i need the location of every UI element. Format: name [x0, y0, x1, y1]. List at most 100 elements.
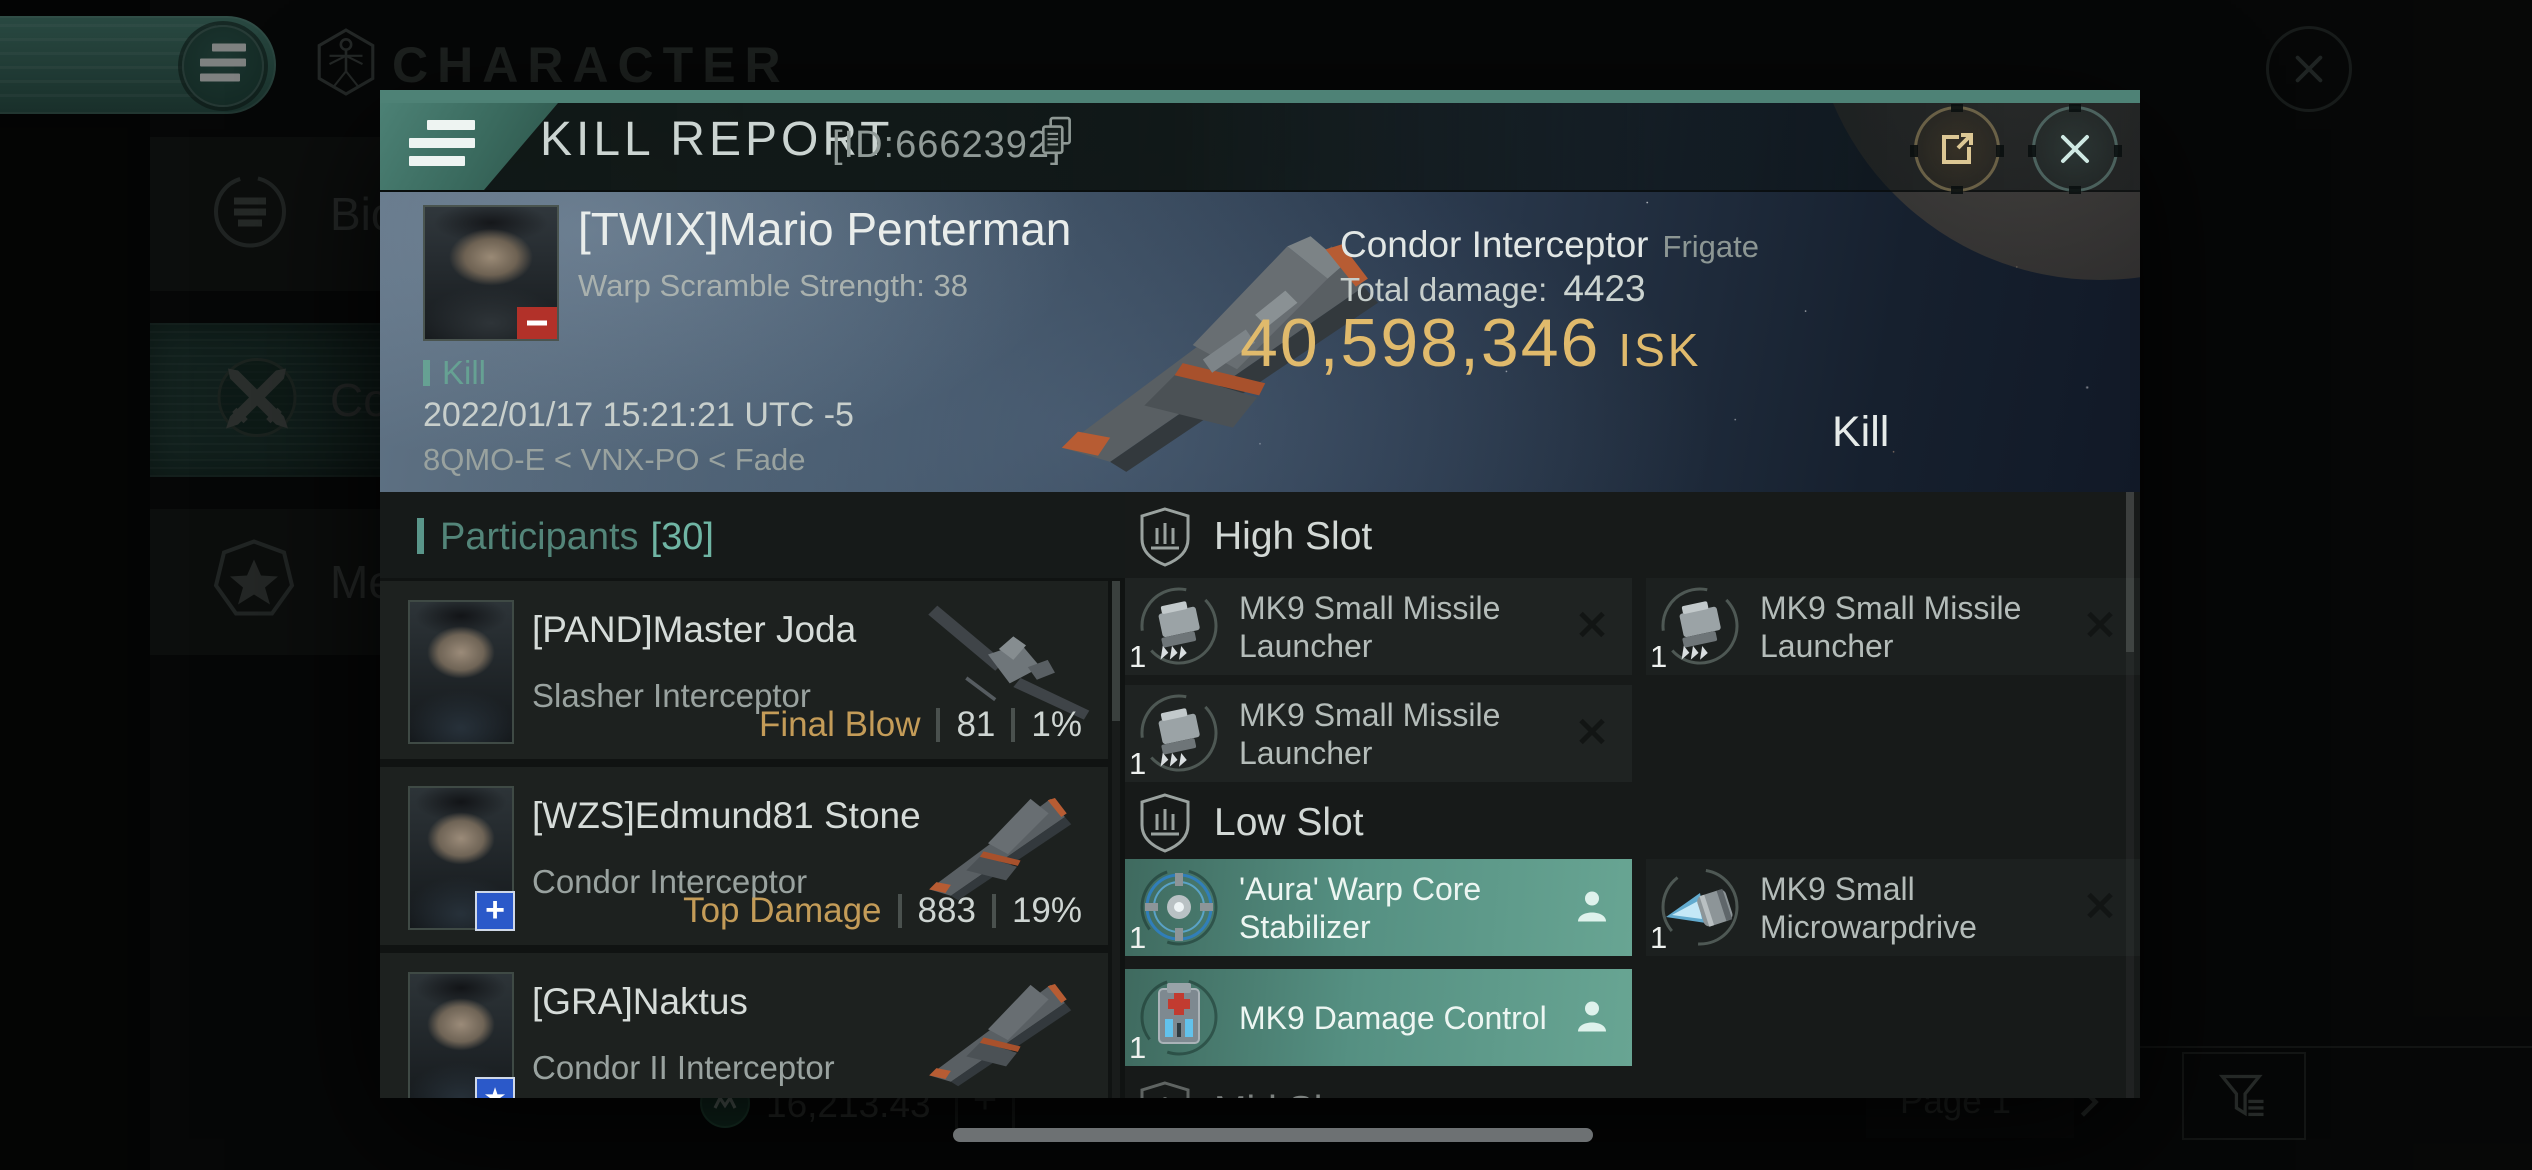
filter-button[interactable]	[2182, 1052, 2306, 1140]
crossed-swords-icon	[212, 353, 302, 448]
fitted-module-dropped[interactable]: 1 'Aura' Warp Core Stabilizer	[1125, 859, 1632, 956]
accent-bar	[417, 518, 424, 554]
participant-name: [WZS]Edmund81 Stone	[532, 795, 921, 836]
participant-name: [GRA]Naktus	[532, 981, 748, 1022]
module-name: MK9 Small Microwarpdrive	[1760, 870, 1977, 945]
victim-avatar[interactable]	[423, 205, 559, 341]
hamburger-icon	[409, 119, 475, 174]
fitted-module-dropped[interactable]: 1 MK9 Damage Control	[1125, 969, 1632, 1066]
participant-row[interactable]: + [WZS]Edmund81 Stone Condor Interceptor…	[380, 767, 1108, 945]
fitted-module[interactable]: 1 MK9 Small Missile Launcher	[1125, 578, 1632, 675]
ship-class: Frigate	[1662, 229, 1759, 264]
warp-scramble-strength: Warp Scramble Strength: 38	[578, 268, 968, 303]
remove-module-button[interactable]	[2084, 889, 2116, 926]
menu-button[interactable]	[182, 25, 264, 107]
damage-percent: 19%	[1011, 891, 1082, 930]
kill-report-modal: KILL REPORT [ID:6662392] [TWIX]Mario Pen…	[380, 90, 2140, 1098]
looter-person-icon[interactable]	[1574, 997, 1610, 1038]
kill-report-id: [ID:6662392]	[832, 124, 1062, 166]
ship-name: Condor Interceptor	[1340, 224, 1649, 265]
funnel-icon	[2218, 1074, 2264, 1117]
vitruvian-icon	[314, 28, 378, 101]
x-icon	[2087, 611, 2113, 637]
fitted-module[interactable]: 1 MK9 Small Missile Launcher	[1125, 685, 1632, 782]
warp-core-stabilizer-icon	[1137, 865, 1221, 949]
participant-avatar	[408, 600, 514, 744]
share-external-button[interactable]	[1910, 104, 2004, 194]
copy-id-button[interactable]	[1040, 116, 1074, 161]
participant-row[interactable]: ★ [GRA]Naktus Condor II Interceptor	[380, 953, 1108, 1098]
module-name: MK9 Small Missile Launcher	[1239, 696, 1501, 771]
participants-scrollbar[interactable]	[1112, 581, 1120, 1098]
home-indicator[interactable]	[953, 1128, 1593, 1142]
microwarpdrive-icon	[1658, 865, 1742, 949]
x-icon	[2087, 892, 2113, 918]
fitted-module[interactable]: 1 MK9 Small Missile Launcher	[1646, 578, 2140, 675]
damage-value: 81	[956, 705, 996, 744]
kill-timestamp: 2022/01/17 15:21:21 UTC -5	[423, 396, 854, 434]
fitting-scrollbar[interactable]	[2126, 492, 2134, 1098]
modal-header	[380, 103, 2140, 192]
close-icon	[2061, 135, 2089, 163]
looter-person-icon[interactable]	[1574, 887, 1610, 928]
copy-icon	[1041, 116, 1071, 155]
participants-title: Participants [30]	[440, 516, 714, 559]
participant-row[interactable]: [PAND]Master Joda Slasher Interceptor Fi…	[380, 581, 1108, 759]
bio-icon	[212, 174, 288, 255]
module-name: MK9 Damage Control	[1239, 999, 1547, 1036]
total-damage-label: Total damage:	[1340, 271, 1548, 308]
plus-badge-icon: +	[475, 891, 515, 931]
damage-percent: 1%	[1031, 705, 1082, 744]
kill-result-label: Kill	[1832, 408, 1890, 456]
low-slot-header: Low Slot	[1138, 792, 1364, 854]
module-name: MK9 Small Missile Launcher	[1760, 589, 2022, 664]
module-quantity: 1	[1129, 639, 1147, 674]
isk-amount: 40,598,346	[1240, 305, 1601, 381]
modal-top-accent	[380, 90, 2140, 103]
missile-launcher-icon	[1137, 691, 1221, 775]
background-rail	[0, 0, 150, 1170]
module-name: MK9 Small Missile Launcher	[1239, 589, 1501, 664]
isk-unit: ISK	[1618, 324, 1702, 376]
external-link-icon	[1942, 133, 1973, 164]
stat-label: Top Damage	[683, 891, 882, 930]
participant-ship: Slasher Interceptor	[532, 677, 811, 714]
missile-launcher-icon	[1658, 584, 1742, 668]
module-quantity: 1	[1650, 639, 1668, 674]
participants-header: Participants [30]	[380, 492, 1125, 578]
participant-stats: Top Damage 883 19%	[683, 891, 1082, 931]
background-close-button[interactable]	[2266, 26, 2352, 112]
remove-module-button[interactable]	[1576, 608, 1608, 645]
modal-menu-button[interactable]	[380, 103, 558, 190]
damage-value: 883	[917, 891, 976, 930]
high-slot-header: High Slot	[1138, 506, 1372, 568]
participant-stats: Final Blow 81 1%	[759, 705, 1082, 745]
module-quantity: 1	[1129, 1030, 1147, 1065]
security-status-badge	[517, 307, 557, 339]
damage-control-icon	[1137, 975, 1221, 1059]
slasher-ship-thumbnail	[912, 589, 1102, 734]
fitted-module[interactable]: 1 MK9 Small Microwarpdrive	[1646, 859, 2140, 956]
modal-title: KILL REPORT	[540, 113, 894, 166]
modal-close-button[interactable]	[2028, 104, 2122, 194]
victim-name: [TWIX]Mario Penterman	[578, 203, 1072, 255]
remove-module-button[interactable]	[1576, 715, 1608, 752]
star-badge-icon: ★	[475, 1077, 515, 1098]
mid-slot-header-clipped: Mid Slot	[1138, 1080, 1355, 1098]
module-quantity: 1	[1129, 746, 1147, 781]
participant-avatar: +	[408, 786, 515, 931]
missile-launcher-icon	[1137, 584, 1221, 668]
condor-ship-thumbnail	[912, 775, 1102, 912]
page-title: CHARACTER	[392, 37, 790, 93]
sidebar-item-combat[interactable]: Co	[150, 323, 430, 477]
fitting-panel: High Slot 1 MK9 Small Missile Launcher	[1125, 492, 2140, 1098]
x-icon	[1579, 611, 1605, 637]
module-quantity: 1	[1650, 920, 1668, 955]
participants-label: Participants	[440, 516, 639, 558]
remove-module-button[interactable]	[2084, 608, 2116, 645]
mid-slot-title: Mid Slot	[1214, 1089, 1355, 1098]
x-icon	[1579, 718, 1605, 744]
modal-content: Participants [30] [PAND]Master Joda Slash…	[380, 492, 2140, 1098]
participant-ship: Condor II Interceptor	[532, 1049, 835, 1086]
